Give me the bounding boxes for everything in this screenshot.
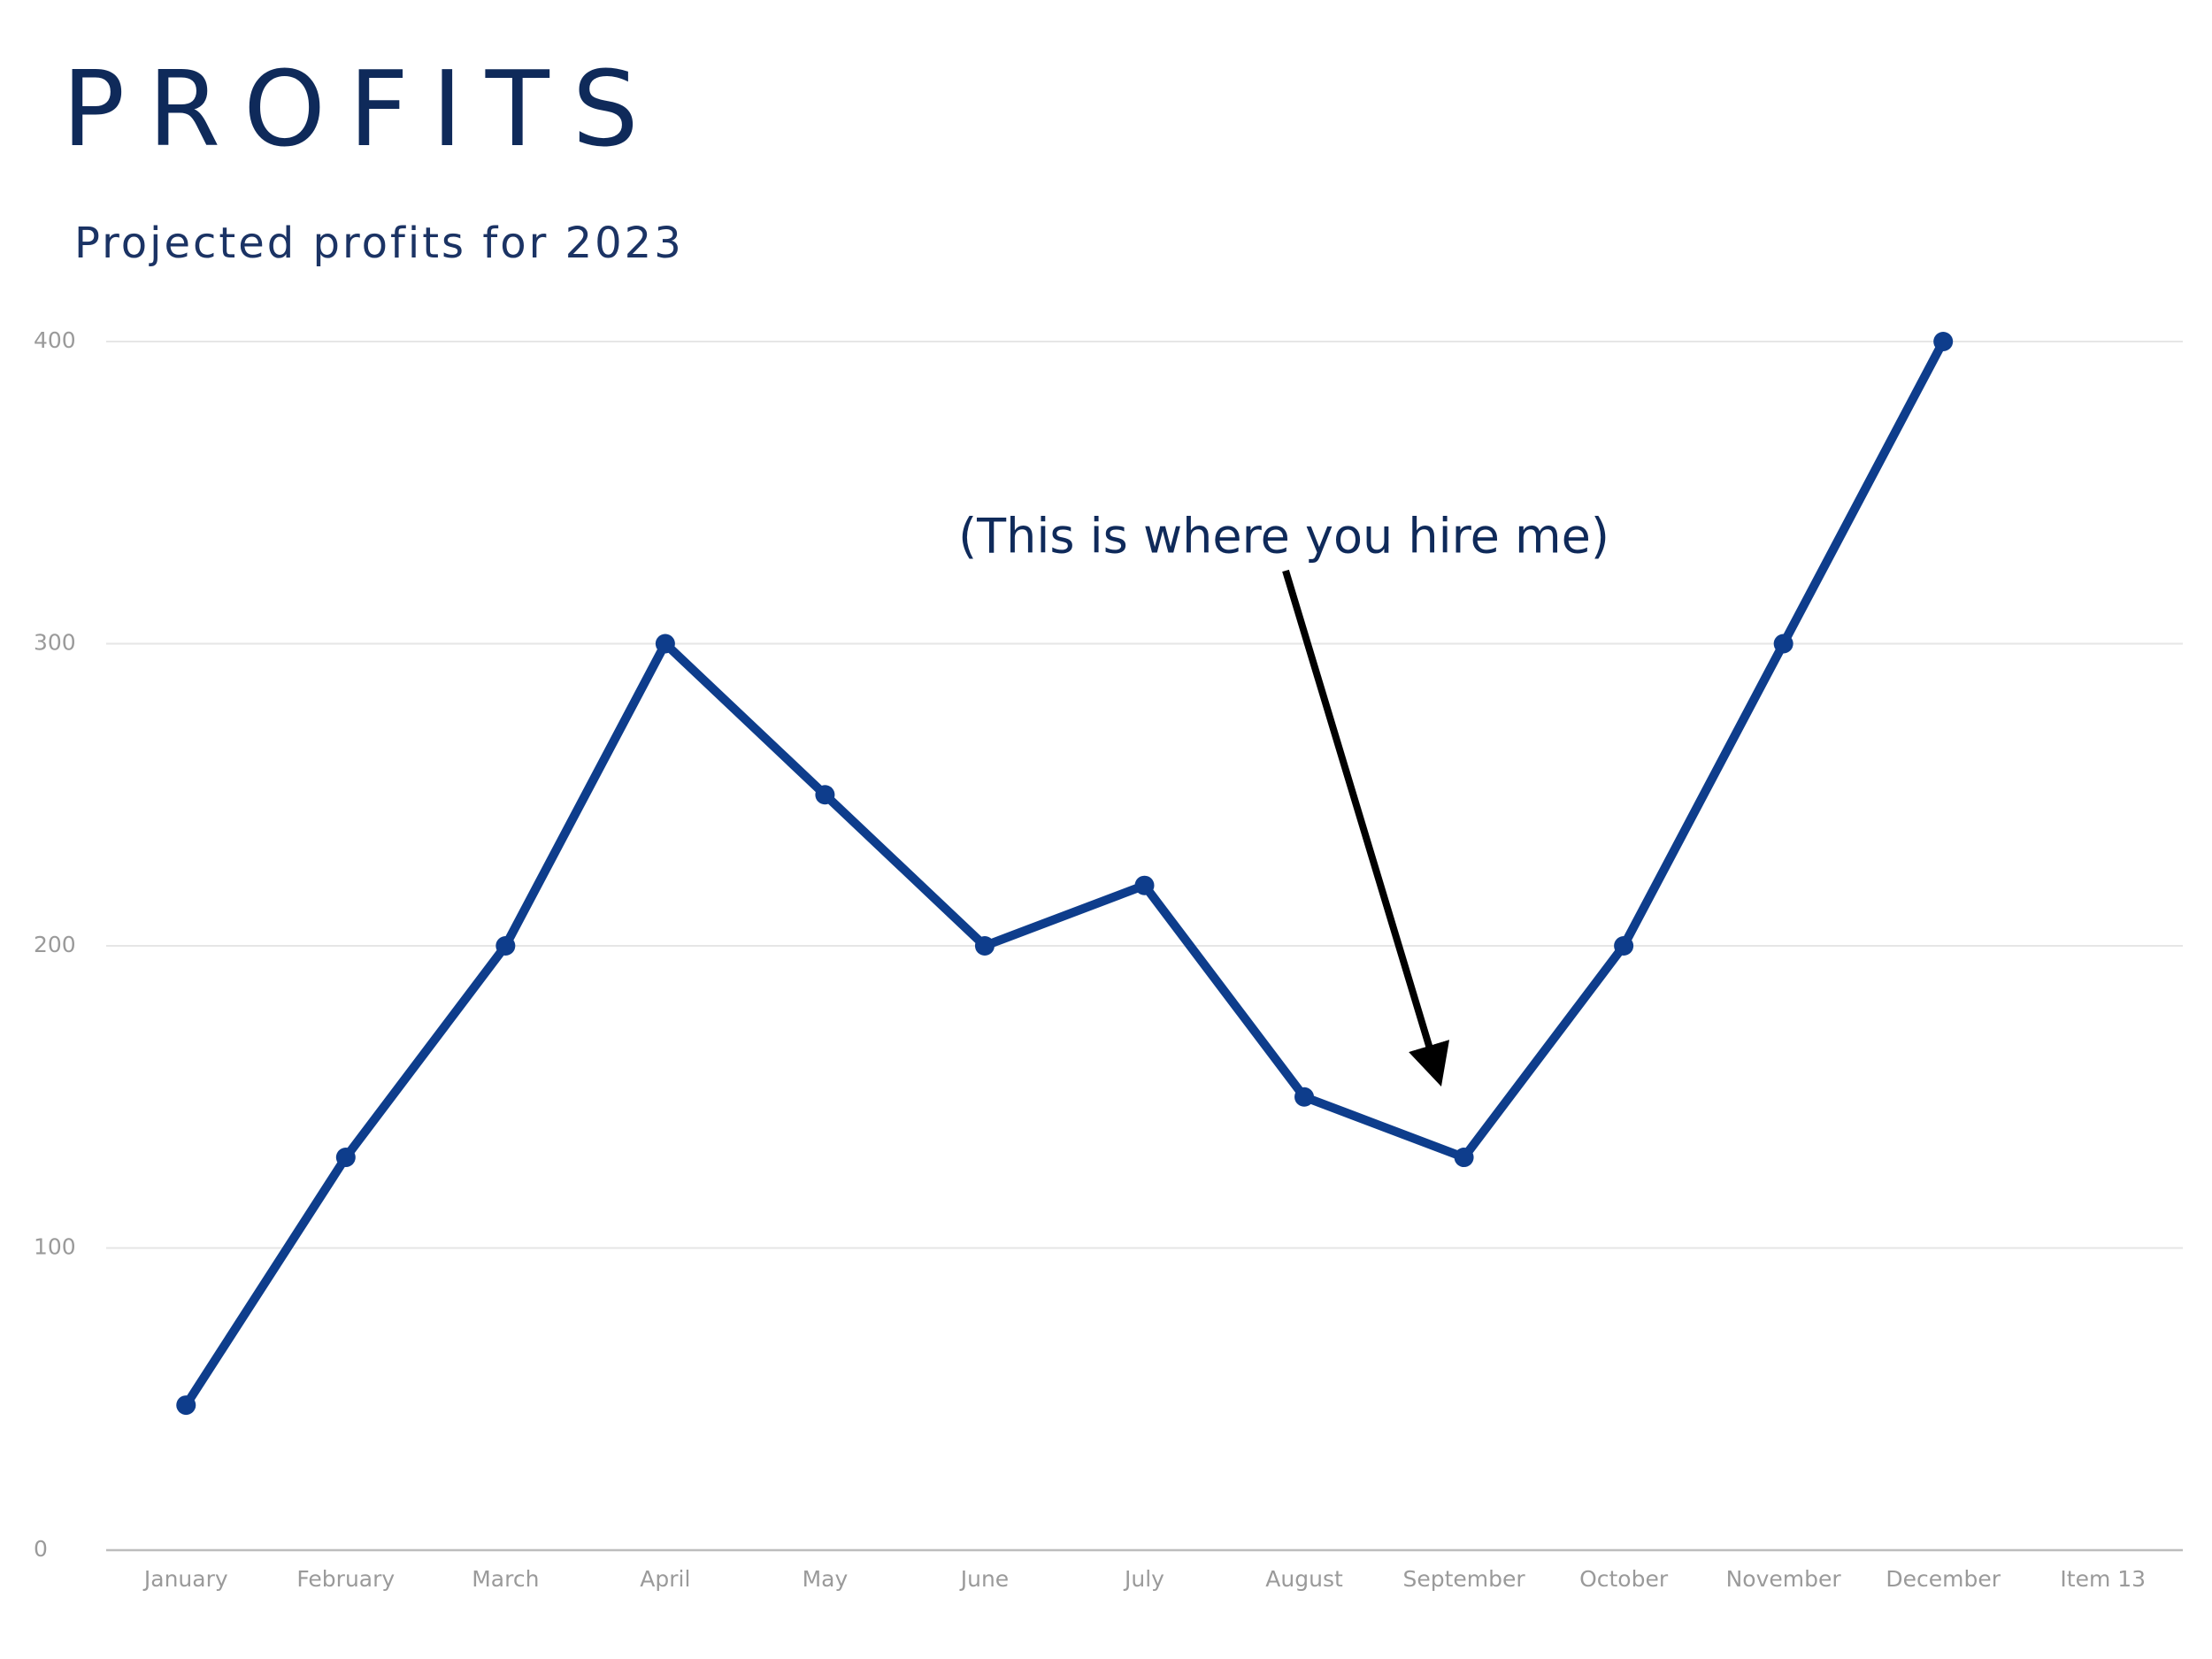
point [1773, 634, 1793, 654]
annotation: (This is where you hire me) [958, 509, 1609, 565]
point [1454, 1148, 1474, 1168]
x-tick-label: August [1265, 1566, 1343, 1592]
x-tick-label: November [1726, 1566, 1842, 1592]
annotation-arrow [1282, 569, 1450, 1087]
x-tick-label: September [1402, 1566, 1525, 1592]
x-tick-label: Item 13 [2060, 1566, 2146, 1592]
plot-area: 0 100 200 300 400 January February March April Ma… [34, 327, 2183, 1592]
x-tick-label: February [296, 1566, 395, 1592]
x-tick-label: April [640, 1566, 690, 1592]
chart-title: PROFITS [62, 48, 662, 170]
x-tick-label: January [142, 1566, 228, 1592]
x-tick-label: July [1123, 1566, 1164, 1592]
x-tick-label: December [1886, 1566, 2001, 1592]
point [335, 1148, 356, 1168]
y-tick-label: 100 [34, 1234, 76, 1260]
x-tick-label: May [803, 1566, 849, 1592]
point [1933, 332, 1954, 351]
x-tick-label: March [472, 1566, 539, 1592]
y-tick-label: 0 [34, 1536, 48, 1562]
point [655, 634, 675, 654]
point [815, 785, 835, 805]
y-tick-label: 300 [34, 630, 76, 656]
point [495, 936, 516, 956]
x-tick-label: June [959, 1566, 1009, 1592]
point [1294, 1087, 1315, 1107]
point [1134, 875, 1155, 895]
point [1614, 936, 1634, 956]
y-tick-label: 400 [34, 327, 76, 353]
point [176, 1395, 196, 1416]
y-tick-label: 200 [34, 932, 76, 957]
chart-subtitle: Projected profits for 2023 [74, 219, 684, 268]
line [182, 339, 1947, 1408]
x-tick-label: October [1579, 1566, 1669, 1592]
point [974, 936, 995, 956]
